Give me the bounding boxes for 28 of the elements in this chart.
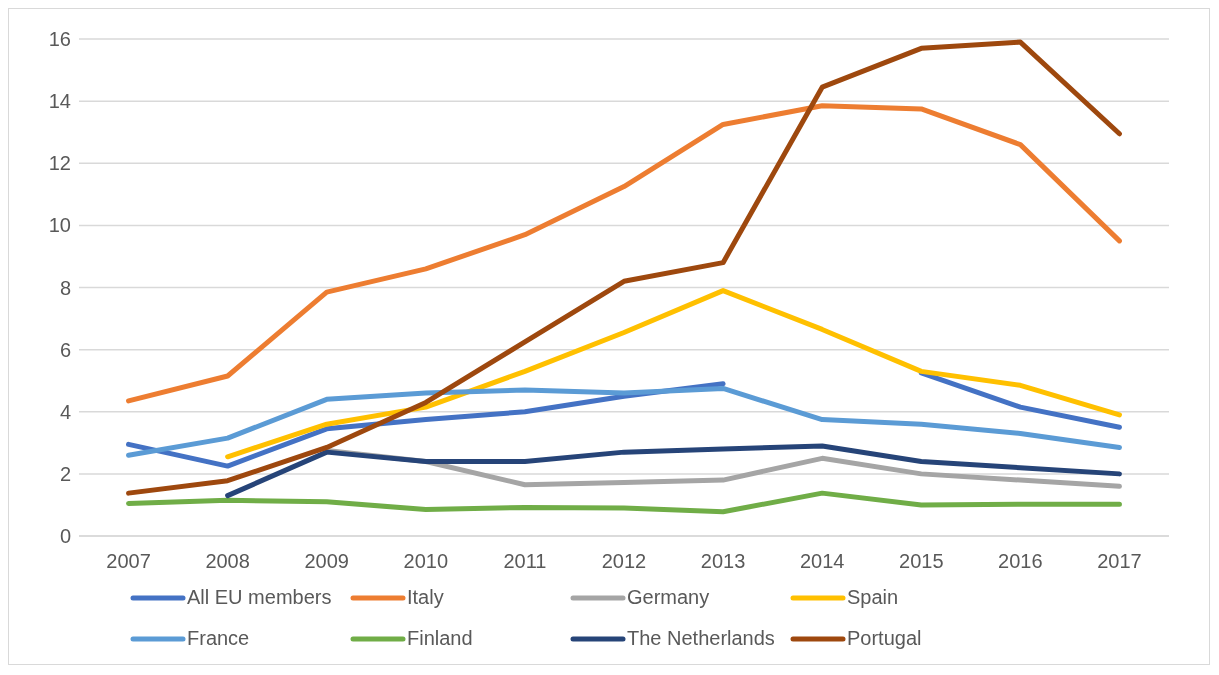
- x-tick-label: 2007: [106, 550, 151, 573]
- legend-label: Italy: [407, 586, 444, 609]
- x-tick-label: 2017: [1097, 550, 1142, 573]
- y-tick-label: 12: [48, 152, 71, 175]
- y-tick-label: 0: [59, 525, 71, 548]
- x-tick-label: 2008: [205, 550, 250, 573]
- x-tick-label: 2011: [503, 550, 547, 573]
- legend-label: Portugal: [847, 627, 922, 650]
- legend-label: Spain: [847, 586, 899, 609]
- y-tick-label: 16: [48, 28, 71, 51]
- x-tick-label: 2015: [899, 550, 944, 573]
- y-tick-label: 2: [59, 462, 71, 485]
- legend-label: France: [187, 627, 250, 650]
- legend-label: Finland: [407, 627, 473, 650]
- y-tick-label: 6: [59, 338, 71, 361]
- x-tick-label: 2013: [700, 550, 746, 573]
- x-tick-label: 2009: [304, 550, 349, 573]
- y-tick-label: 14: [48, 90, 71, 113]
- legend-label: Germany: [627, 586, 710, 609]
- x-tick-label: 2012: [601, 550, 647, 573]
- y-tick-label: 8: [59, 276, 71, 299]
- x-tick-label: 2014: [799, 550, 845, 573]
- y-tick-label: 4: [59, 400, 71, 423]
- x-tick-label: 2010: [403, 550, 449, 573]
- x-tick-label: 2016: [998, 550, 1043, 573]
- legend-label: All EU members: [187, 586, 332, 609]
- legend-label: The Netherlands: [627, 627, 775, 650]
- y-tick-label: 10: [48, 214, 71, 237]
